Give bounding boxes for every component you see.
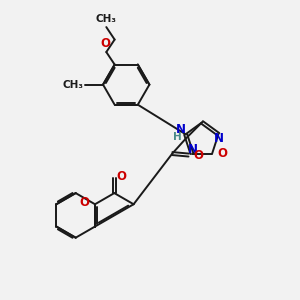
- Text: O: O: [101, 37, 111, 50]
- Text: O: O: [193, 148, 203, 162]
- Text: H: H: [173, 132, 182, 142]
- Text: O: O: [80, 196, 90, 209]
- Text: CH₃: CH₃: [96, 14, 117, 23]
- Text: O: O: [117, 170, 127, 183]
- Text: N: N: [188, 143, 197, 156]
- Text: N: N: [176, 123, 186, 136]
- Text: CH₃: CH₃: [63, 80, 84, 90]
- Text: N: N: [214, 132, 224, 145]
- Text: O: O: [218, 147, 227, 160]
